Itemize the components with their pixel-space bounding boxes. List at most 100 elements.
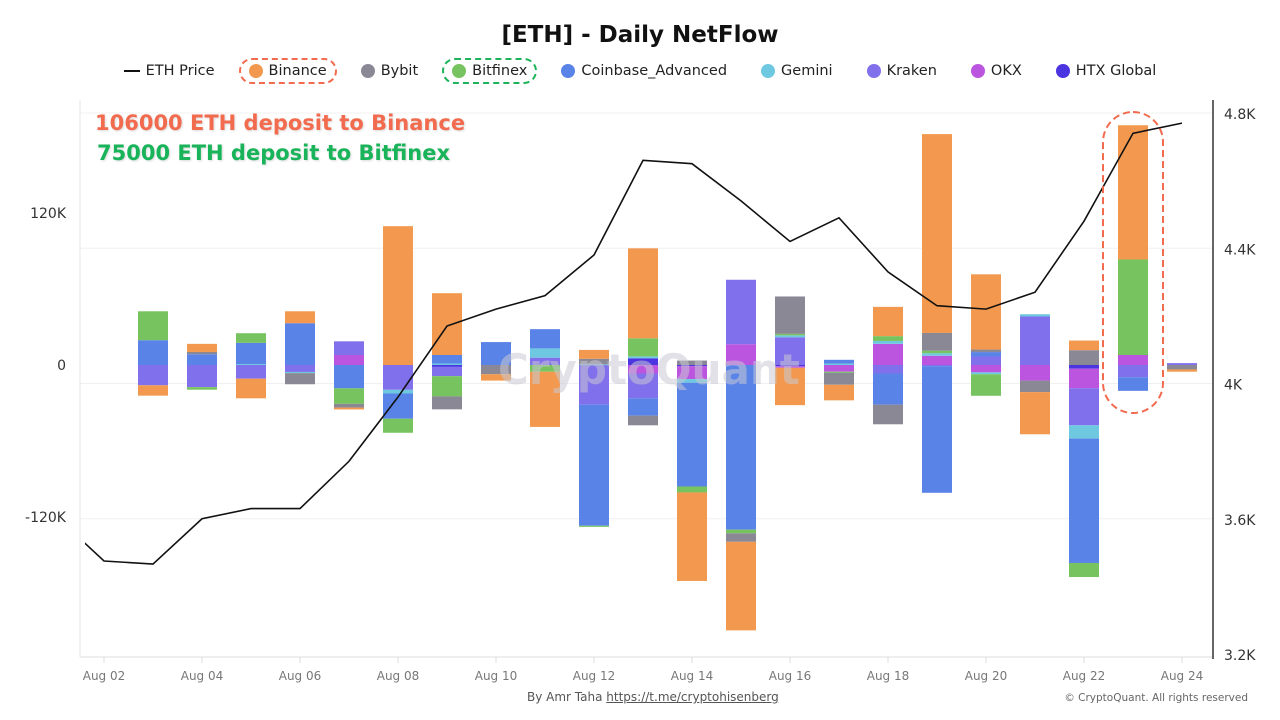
x-axis-tick-label: Aug 04 (181, 669, 224, 683)
right-axis-tick-label: 3.2K (1224, 648, 1256, 664)
bar-binance-aug-16 (775, 367, 805, 406)
bar-kraken-aug-11 (530, 357, 560, 365)
circle-swatch-icon (866, 64, 881, 78)
bar-kraken-aug-16 (775, 337, 805, 365)
bar-okx-aug-07 (334, 354, 364, 365)
bar-gemini-aug-16 (775, 335, 805, 338)
bar-gemini-aug-22 (1069, 425, 1099, 439)
bar-coinbase-aug-19 (922, 366, 952, 493)
x-axis-tick-label: Aug 12 (573, 669, 616, 683)
bar-binance-aug-18 (873, 306, 903, 337)
legend-label: Bybit (380, 63, 419, 79)
bar-bybit-aug-10 (481, 365, 511, 375)
bar-gemini-aug-19 (922, 353, 952, 356)
bar-okx-aug-15 (726, 344, 756, 365)
circle-swatch-icon (561, 64, 576, 78)
legend-label: ETH Price (145, 63, 215, 79)
legend-item-kraken[interactable]: Kraken (857, 58, 947, 84)
bar-kraken-aug-22 (1069, 388, 1099, 426)
highlight-ellipse (1102, 111, 1164, 414)
bar-bitfinex-aug-09 (432, 376, 462, 397)
bar-gemini-aug-21 (1020, 314, 1050, 317)
right-axis-tick-label: 4K (1224, 378, 1243, 394)
bar-kraken-aug-09 (432, 366, 462, 377)
bar-gemini-aug-17 (824, 363, 854, 365)
legend-item-okx[interactable]: OKX (961, 58, 1032, 84)
footer-author: By Amr Taha (527, 690, 603, 704)
footer-copyright: © CryptoQuant. All rights reserved (1064, 692, 1248, 704)
bar-binance-aug-11 (530, 371, 560, 427)
bar-binance-aug-20 (971, 274, 1001, 350)
bar-bybit-aug-19 (922, 332, 952, 351)
legend-item-coinbase[interactable]: Coinbase_Advanced (551, 58, 737, 84)
bar-kraken-aug-19 (922, 365, 952, 367)
bar-binance-aug-24 (1167, 369, 1197, 372)
bar-bitfinex-aug-07 (334, 388, 364, 404)
bar-bitfinex-aug-19 (922, 350, 952, 354)
bar-kraken-aug-20 (971, 356, 1001, 365)
bar-kraken-aug-05 (236, 365, 266, 379)
x-axis-tick-label: Aug 06 (279, 669, 322, 683)
x-axis-tick-label: Aug 18 (867, 669, 910, 683)
bar-coinbase-aug-03 (138, 340, 168, 365)
bar-htx-aug-16 (775, 365, 805, 367)
circle-swatch-icon (248, 64, 263, 78)
bar-bybit-aug-22 (1069, 350, 1099, 365)
bar-coinbase-aug-22 (1069, 438, 1099, 563)
circle-swatch-icon (360, 64, 375, 78)
bar-okx-aug-13 (628, 365, 658, 374)
bar-coinbase-aug-23 (1118, 377, 1148, 391)
bar-coinbase-aug-11 (530, 329, 560, 349)
right-axis-tick-label: 3.6K (1224, 513, 1256, 529)
legend-item-bitfinex[interactable]: Bitfinex (442, 58, 538, 84)
bar-kraken-aug-06 (285, 365, 315, 372)
legend-item-htx[interactable]: HTX Global (1046, 58, 1167, 84)
bar-binance-aug-21 (1020, 392, 1050, 435)
bar-coinbase-aug-12 (579, 404, 609, 526)
bar-okx-aug-21 (1020, 365, 1050, 381)
bar-okx-aug-19 (922, 355, 952, 365)
bar-gemini-aug-14 (677, 379, 707, 383)
bar-bitfinex-aug-16 (775, 333, 805, 336)
legend-label: OKX (990, 63, 1022, 79)
bar-coinbase-aug-06 (285, 323, 315, 365)
bar-coinbase-aug-18 (873, 373, 903, 405)
chart-title: [ETH] - Daily NetFlow (501, 22, 779, 48)
bar-bitfinex-aug-11 (530, 365, 560, 372)
bar-coinbase-aug-14 (677, 382, 707, 487)
bar-coinbase-aug-15 (726, 365, 756, 530)
legend-item-price[interactable]: ETH Price (114, 58, 225, 84)
bar-binance-aug-22 (1069, 340, 1099, 351)
legend-item-gemini[interactable]: Gemini (751, 58, 843, 84)
bar-okx-aug-18 (873, 343, 903, 365)
right-axis-tick-label: 4.4K (1224, 242, 1256, 258)
bar-bybit-aug-09 (432, 396, 462, 410)
legend-label: Kraken (886, 63, 937, 79)
right-axis-tick-label: 4.8K (1224, 107, 1256, 123)
bar-binance-aug-12 (579, 349, 609, 359)
bar-binance-aug-15 (726, 541, 756, 631)
bar-bybit-aug-18 (873, 404, 903, 425)
bar-binance-aug-13 (628, 248, 658, 339)
bar-bitfinex-aug-17 (824, 371, 854, 373)
bar-coinbase-aug-07 (334, 365, 364, 389)
legend-label: HTX Global (1075, 63, 1157, 79)
eth-price-line (85, 122, 1183, 565)
bar-gemini-aug-12 (579, 364, 609, 366)
legend-item-binance[interactable]: Binance (238, 58, 337, 84)
bar-kraken-aug-07 (334, 341, 364, 355)
legend-label: Coinbase_Advanced (581, 63, 728, 79)
bar-kraken-aug-04 (187, 365, 217, 388)
bar-bybit-aug-07 (334, 403, 364, 408)
bar-coinbase-aug-10 (481, 342, 511, 365)
circle-swatch-icon (452, 64, 467, 78)
bar-binance-aug-03 (138, 385, 168, 396)
bar-gemini-aug-09 (432, 363, 462, 365)
bar-coinbase-aug-09 (432, 354, 462, 364)
legend: ETH Price Binance Bybit Bitfinex Coinbase_Ad… (0, 58, 1280, 84)
bar-bitfinex-aug-15 (726, 529, 756, 534)
bar-binance-aug-23 (1118, 125, 1148, 260)
bar-kraken-aug-23 (1118, 365, 1148, 378)
footer-link[interactable]: https://t.me/cryptohisenberg (606, 690, 779, 704)
legend-item-bybit[interactable]: Bybit (351, 58, 428, 84)
